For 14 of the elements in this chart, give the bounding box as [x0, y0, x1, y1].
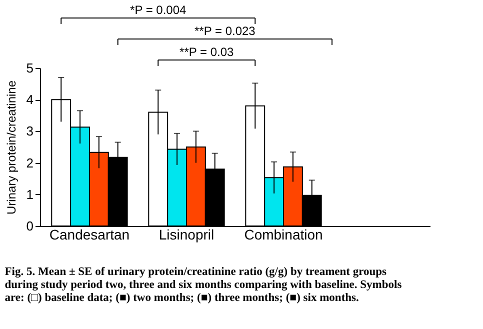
y-tick-label: 1: [26, 186, 34, 202]
text: *P = 0.004: [130, 3, 187, 17]
y-tick-label: 3: [26, 124, 34, 139]
y-tick-label: 2: [26, 155, 34, 170]
y-tick-label: 5: [26, 60, 34, 76]
caption: Fig. 5. Mean ± SE of urinary protein/creatinine ratio (g/g) by treament groups during study period two, three and six months comparing with baseline. Symbols are: (□) baseline data; (■) two months; (■) three months; (■) six months.: [4, 266, 402, 304]
text: **P = 0.023: [194, 24, 256, 38]
x-tick-label: Candesartan: [49, 226, 130, 242]
x-tick-label: Lisinopril: [158, 226, 214, 242]
y-tick-label: 0: [26, 218, 34, 234]
text: **P = 0.03: [180, 45, 234, 59]
y-axis-title: Urinary protein/creatinine: [4, 80, 18, 215]
y-tick-label: 4: [26, 92, 34, 108]
x-tick-label: Combination: [244, 226, 323, 242]
